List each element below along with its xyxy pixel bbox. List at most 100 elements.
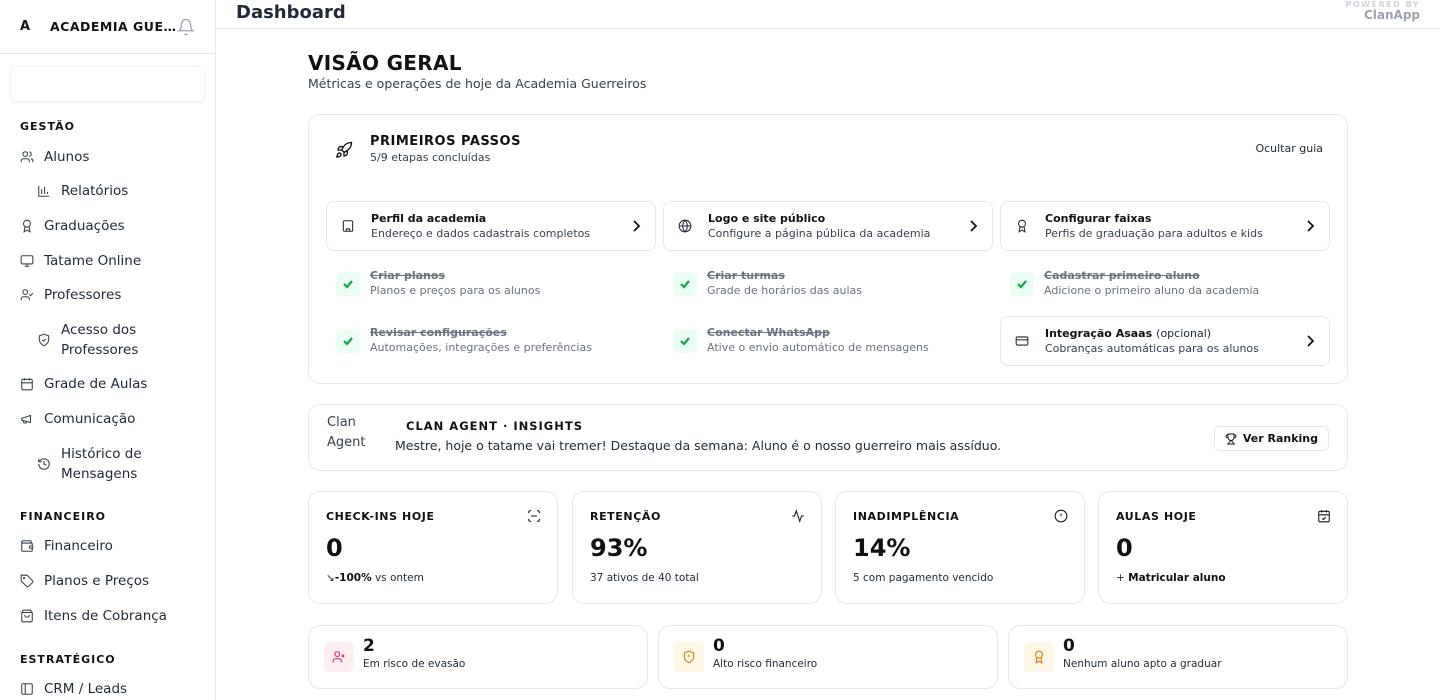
sidebar-item-historico[interactable]: Histórico de Mensagens bbox=[37, 444, 142, 484]
step-cadastrar-aluno: Cadastrar primeiro aluno Adicione o prim… bbox=[1000, 259, 1330, 309]
sidebar-item-relatorios[interactable]: Relatórios bbox=[37, 183, 128, 199]
monitor-icon bbox=[20, 255, 34, 267]
label-line-1: Acesso dos bbox=[61, 322, 137, 338]
label-line-1: Histórico de bbox=[61, 446, 142, 462]
check-icon bbox=[673, 329, 697, 353]
sidebar-item-crm[interactable]: CRM / Leads bbox=[20, 681, 127, 697]
agent-avatar: Clan Agent bbox=[327, 413, 387, 453]
sidebar-item-label: Histórico de Mensagens bbox=[61, 444, 142, 484]
sidebar-item-grade[interactable]: Grade de Aulas bbox=[20, 376, 147, 392]
section-gestao: GESTÃO bbox=[20, 120, 75, 133]
sidebar-item-comunicacao[interactable]: Comunicação bbox=[20, 411, 135, 427]
brand-name[interactable]: ClanApp bbox=[1363, 8, 1420, 22]
sidebar-item-label: Graduações bbox=[44, 218, 125, 234]
step-desc: Adicione o primeiro aluno da academia bbox=[1044, 284, 1260, 297]
step-logo-site[interactable]: Logo e site público Configure a página p… bbox=[663, 201, 993, 251]
kpi-aulas-hoje: AULAS HOJE 0 + Matricular aluno bbox=[1098, 491, 1348, 604]
step-desc: Endereço e dados cadastrais completos bbox=[371, 227, 591, 240]
page-header-title: Dashboard bbox=[236, 2, 346, 23]
kpi-value: 14% bbox=[853, 534, 911, 562]
sidebar-item-acesso-professores[interactable]: Acesso dos Professores bbox=[37, 320, 138, 360]
kpi-note: ↘-100% vs ontem bbox=[326, 572, 424, 584]
kpi-value: 93% bbox=[590, 534, 648, 562]
shopping-bag-icon bbox=[21, 609, 33, 623]
wallet-icon bbox=[21, 540, 34, 552]
kpi-note-text: vs ontem bbox=[374, 572, 424, 584]
step-perfil-academia[interactable]: Perfil da academia Endereço e dados cada… bbox=[326, 201, 656, 251]
award-icon bbox=[1024, 642, 1054, 672]
powered-by: POWERED BY ClanApp bbox=[1346, 0, 1420, 22]
getting-started-title: PRIMEIROS PASSOS bbox=[370, 134, 521, 149]
sidebar-item-tatame[interactable]: Tatame Online bbox=[20, 253, 141, 269]
sidebar-item-professores[interactable]: Professores bbox=[20, 287, 121, 303]
sidebar-item-financeiro[interactable]: Financeiro bbox=[20, 538, 113, 554]
section-estrategico: ESTRATÉGICO bbox=[20, 653, 116, 666]
getting-started-card: PRIMEIROS PASSOS 5/9 etapas concluídas O… bbox=[308, 114, 1348, 384]
risk-financeiro[interactable]: 0 Alto risco financeiro bbox=[658, 625, 998, 689]
agent-alt-line-1: Clan bbox=[327, 415, 356, 430]
chevron-right-icon bbox=[633, 220, 641, 232]
kpi-note: 37 ativos de 40 total bbox=[590, 572, 699, 584]
trophy-icon bbox=[1225, 433, 1237, 444]
kpi-value: 0 bbox=[1116, 534, 1133, 562]
risk-graduacao[interactable]: 0 Nenhum aluno apto a graduar bbox=[1008, 625, 1348, 689]
kpi-retencao: RETENÇÃO 93% 37 ativos de 40 total bbox=[572, 491, 822, 604]
academy-name[interactable]: ACADEMIA GUE... bbox=[50, 19, 177, 34]
sidebar-item-itens-cobranca[interactable]: Itens de Cobrança bbox=[20, 608, 167, 624]
step-title: Configurar faixas bbox=[1045, 212, 1152, 225]
sidebar-item-label: CRM / Leads bbox=[44, 681, 128, 697]
step-desc: Automações, integrações e preferências bbox=[370, 341, 592, 354]
step-title: Logo e site público bbox=[708, 212, 826, 225]
sidebar-item-label: Financeiro bbox=[44, 538, 113, 554]
history-icon bbox=[38, 458, 50, 470]
award-icon bbox=[22, 219, 32, 233]
bell-icon[interactable] bbox=[177, 18, 195, 36]
sidebar-item-label: Alunos bbox=[44, 149, 90, 165]
sidebar-item-planos[interactable]: Planos e Preços bbox=[20, 573, 149, 589]
step-configurar-faixas[interactable]: Configurar faixas Perfis de graduação pa… bbox=[1000, 201, 1330, 251]
risk-label: Alto risco financeiro bbox=[713, 658, 818, 670]
step-title: Revisar configurações bbox=[370, 326, 507, 339]
academy-logo[interactable]: A bbox=[20, 19, 31, 34]
risk-value: 2 bbox=[363, 636, 375, 656]
sidebar-header: A ACADEMIA GUE... bbox=[0, 0, 215, 54]
chevron-right-icon bbox=[970, 220, 978, 232]
hide-guide-button[interactable]: Ocultar guia bbox=[1255, 142, 1323, 155]
sidebar-item-label: Itens de Cobrança bbox=[44, 608, 167, 624]
kpi-label: CHECK-INS HOJE bbox=[326, 510, 435, 523]
section-financeiro: FINANCEIRO bbox=[20, 510, 107, 523]
step-title-text: Integração Asaas bbox=[1045, 327, 1153, 340]
ver-ranking-label: Ver Ranking bbox=[1242, 432, 1318, 445]
kpi-label: AULAS HOJE bbox=[1116, 510, 1197, 523]
step-desc: Configure a página pública da academia bbox=[708, 227, 931, 240]
step-conectar-whatsapp: Conectar WhatsApp Ative o envio automáti… bbox=[663, 316, 993, 366]
kpi-inadimplencia: INADIMPLÊNCIA 14% 5 com pagamento vencid… bbox=[835, 491, 1085, 604]
risk-label: Em risco de evasão bbox=[363, 658, 466, 670]
step-desc: Cobranças automáticas para os alunos bbox=[1045, 342, 1259, 355]
step-title: Cadastrar primeiro aluno bbox=[1044, 269, 1200, 282]
risk-evasao[interactable]: 2 Em risco de evasão bbox=[308, 625, 648, 689]
sidebar-item-graduacoes[interactable]: Graduações bbox=[20, 218, 125, 234]
label-line-2: Professores bbox=[61, 342, 139, 358]
sidebar-item-label: Tatame Online bbox=[44, 253, 142, 269]
sidebar-item-label: Professores bbox=[44, 287, 122, 303]
sidebar-item-label: Relatórios bbox=[61, 183, 129, 199]
sidebar-item-alunos[interactable]: Alunos bbox=[20, 149, 89, 165]
sidebar-search[interactable] bbox=[10, 66, 205, 102]
building-icon bbox=[342, 220, 354, 232]
matricular-aluno-link[interactable]: + Matricular aluno bbox=[1116, 572, 1226, 584]
step-integracao-asaas[interactable]: Integração Asaas (opcional) Cobranças aut… bbox=[1000, 316, 1330, 366]
step-criar-turmas: Criar turmas Grade de horários das aulas bbox=[663, 259, 993, 309]
calendar-icon bbox=[21, 378, 33, 391]
shield-alert-icon bbox=[674, 642, 704, 672]
ver-ranking-button[interactable]: Ver Ranking bbox=[1213, 426, 1329, 451]
tag-icon bbox=[20, 574, 34, 588]
risk-label: Nenhum aluno apto a graduar bbox=[1063, 658, 1222, 670]
step-criar-planos: Criar planos Planos e preços para os alu… bbox=[326, 259, 656, 309]
step-title: Criar turmas bbox=[707, 269, 785, 282]
users-icon bbox=[20, 151, 34, 163]
sidebar: A ACADEMIA GUE... GESTÃO Alunos Relatóri… bbox=[0, 0, 216, 700]
chevron-right-icon bbox=[1307, 335, 1315, 347]
step-desc: Grade de horários das aulas bbox=[707, 284, 862, 297]
risk-value: 0 bbox=[713, 636, 725, 656]
